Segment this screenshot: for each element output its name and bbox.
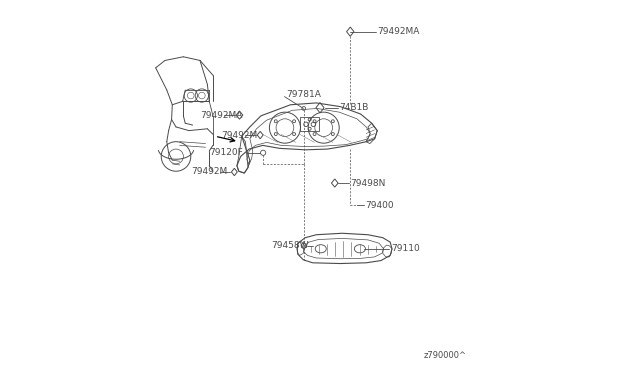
Text: 79781A: 79781A xyxy=(286,90,321,99)
Text: z790000^: z790000^ xyxy=(424,351,467,360)
Text: 79492M: 79492M xyxy=(191,167,227,176)
Text: 79492MA: 79492MA xyxy=(200,110,243,120)
Text: 79492M: 79492M xyxy=(221,131,257,140)
Text: 79400: 79400 xyxy=(365,201,394,210)
Text: 74B1B: 74B1B xyxy=(339,103,369,112)
Text: 79120F: 79120F xyxy=(209,148,243,157)
Bar xyxy=(300,117,319,131)
Text: 79458W: 79458W xyxy=(271,241,308,250)
Text: 79498N: 79498N xyxy=(350,179,386,187)
Text: 79110: 79110 xyxy=(391,244,420,253)
Text: 79492MA: 79492MA xyxy=(378,27,420,36)
